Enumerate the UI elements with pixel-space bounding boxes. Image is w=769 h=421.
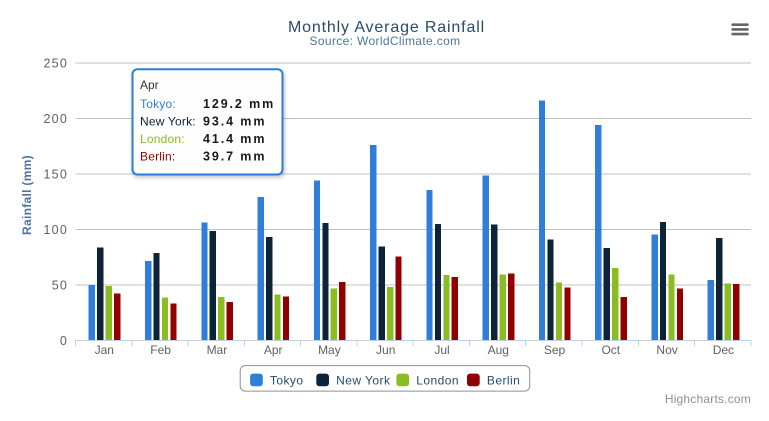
svg-text:Nov: Nov [656,343,677,357]
svg-text:May: May [318,343,341,357]
svg-text:Oct: Oct [601,343,620,357]
svg-text:Rainfall (mm): Rainfall (mm) [20,155,34,235]
svg-text:150: 150 [44,168,68,182]
svg-text:41.4 mm: 41.4 mm [203,132,266,146]
svg-text:Highcharts.com: Highcharts.com [665,392,751,406]
svg-text:200: 200 [44,112,68,126]
svg-text:Sep: Sep [544,343,566,357]
svg-text:Dec: Dec [713,343,734,357]
svg-text:50: 50 [52,279,68,293]
svg-text:Jan: Jan [95,343,114,357]
svg-text:New York:: New York: [140,115,196,129]
svg-text:New York: New York [336,373,391,387]
svg-text:Source: WorldClimate.com: Source: WorldClimate.com [310,34,461,48]
svg-text:39.7 mm: 39.7 mm [203,150,266,164]
svg-text:Jun: Jun [376,343,395,357]
svg-text:Monthly Average Rainfall: Monthly Average Rainfall [288,19,485,36]
svg-text:Apr: Apr [140,78,159,92]
svg-text:London:: London: [140,132,185,146]
svg-text:Jul: Jul [434,343,449,357]
svg-text:Berlin:: Berlin: [140,150,175,164]
svg-text:100: 100 [44,223,68,237]
svg-text:250: 250 [44,57,68,71]
svg-text:London: London [416,373,459,387]
svg-text:Mar: Mar [207,343,228,357]
svg-text:0: 0 [60,334,68,348]
svg-text:Apr: Apr [264,343,283,357]
svg-text:Tokyo:: Tokyo: [140,97,176,111]
svg-text:93.4 mm: 93.4 mm [203,115,266,129]
svg-text:Aug: Aug [488,343,509,357]
svg-text:Berlin: Berlin [487,373,520,387]
svg-text:Feb: Feb [150,343,171,357]
svg-text:Tokyo: Tokyo [270,373,304,387]
svg-text:129.2 mm: 129.2 mm [203,97,275,111]
